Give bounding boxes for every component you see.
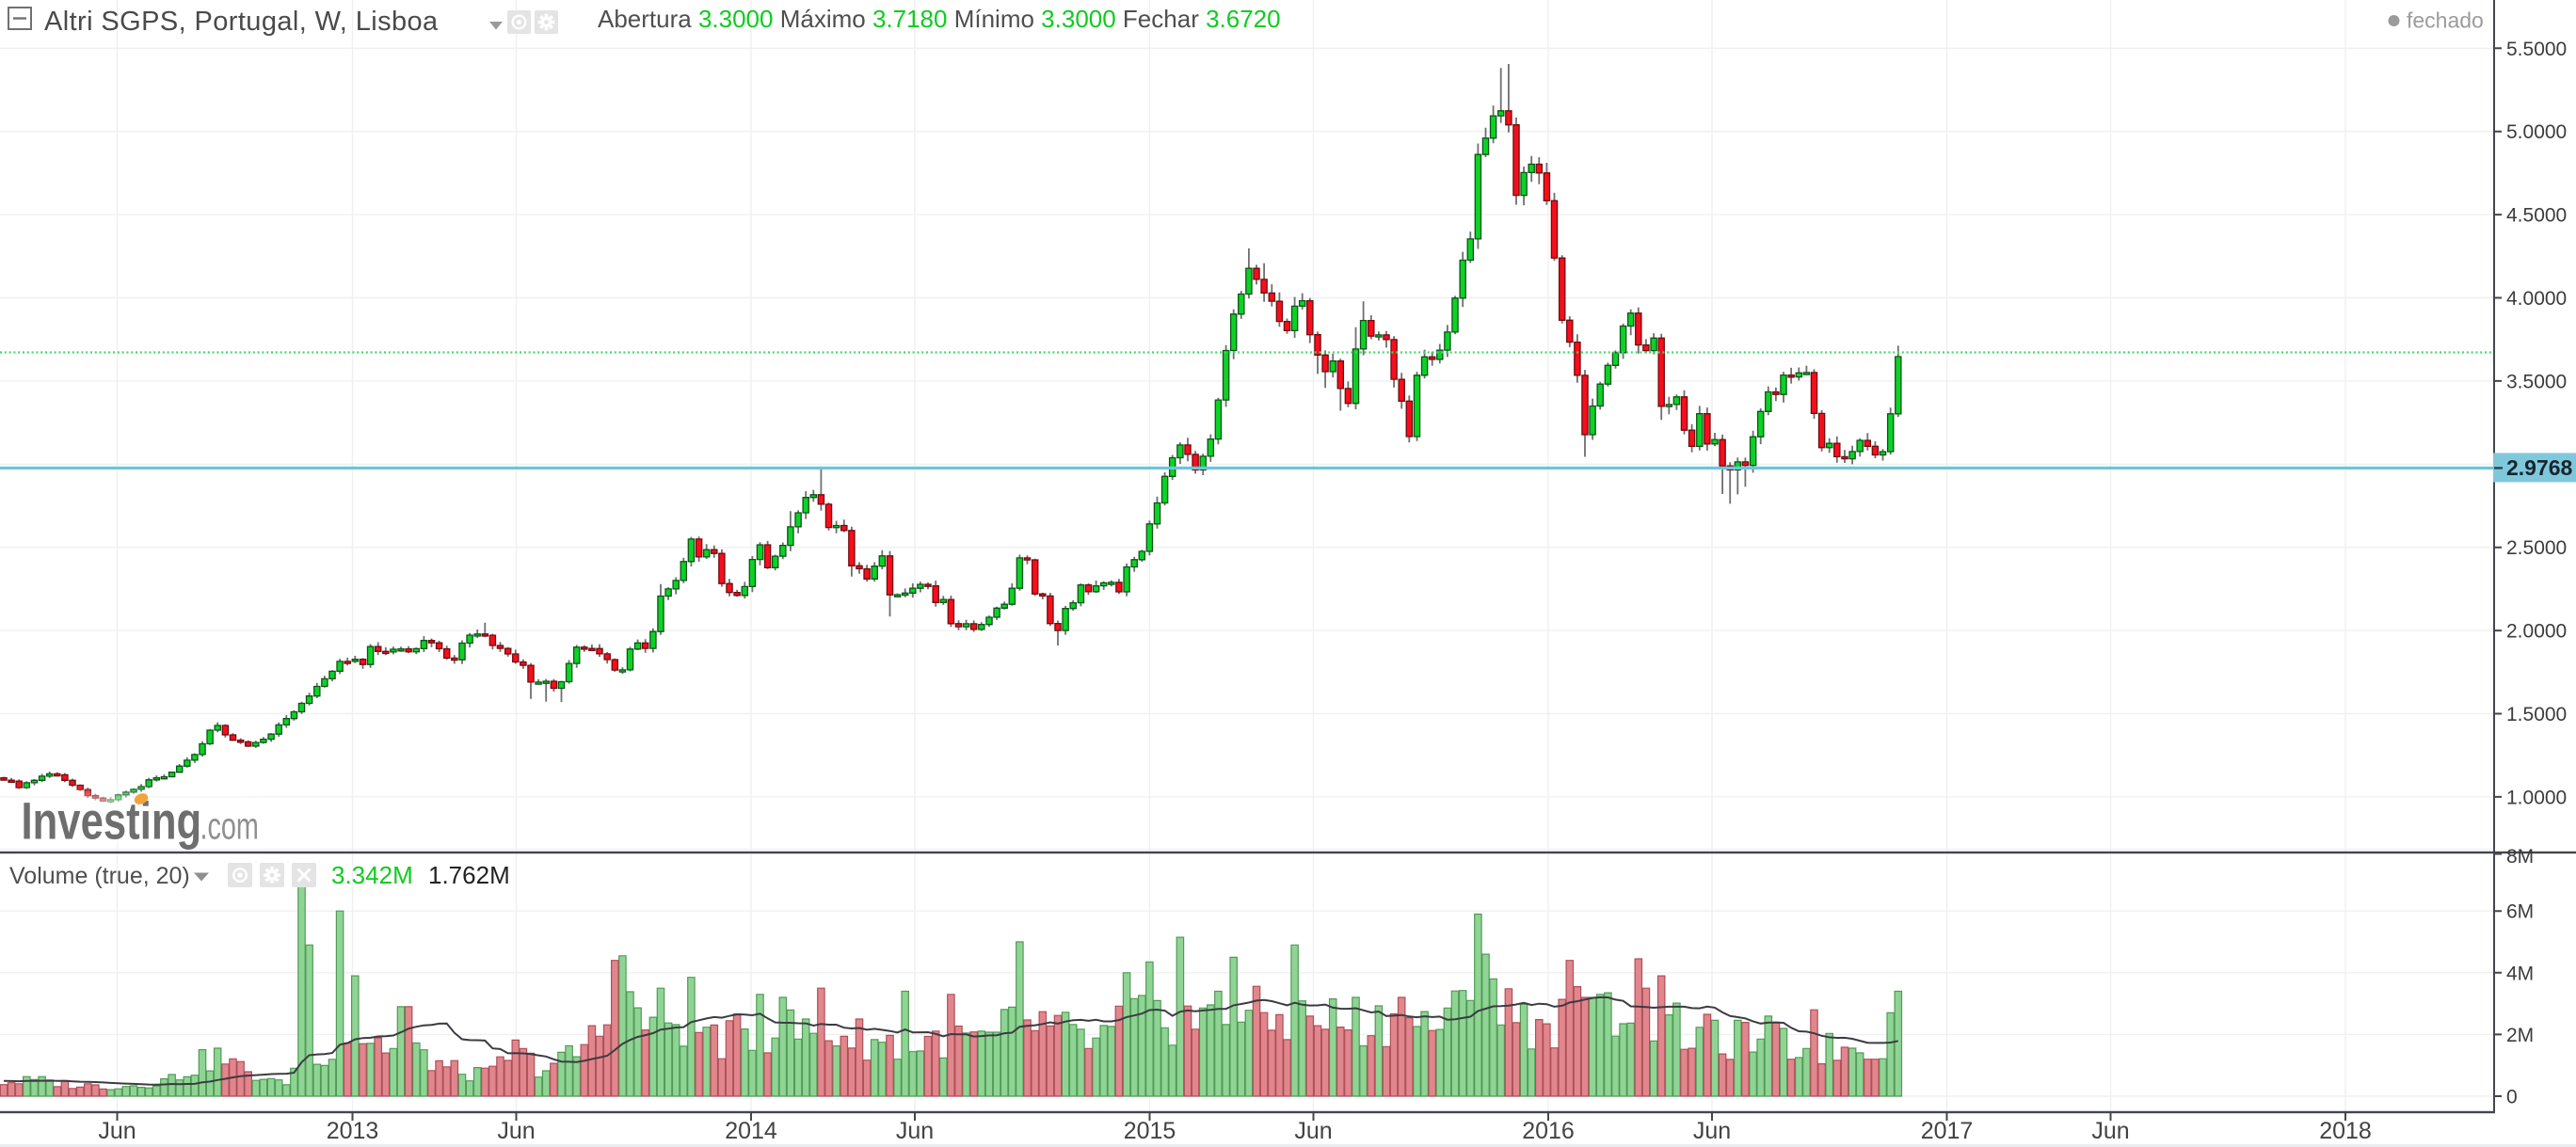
svg-text:3.5000: 3.5000 [2506,371,2567,392]
svg-text:2.9768: 2.9768 [2506,455,2573,480]
svg-text:1.0000: 1.0000 [2506,787,2567,808]
svg-text:2.5000: 2.5000 [2506,537,2567,559]
svg-text:2.0000: 2.0000 [2506,621,2567,643]
svg-text:Jun: Jun [1294,1118,1332,1144]
svg-text:1.762M: 1.762M [428,861,510,889]
svg-text:2018: 2018 [2319,1118,2372,1144]
svg-text:Jun: Jun [497,1118,535,1144]
svg-text:2016: 2016 [1522,1118,1575,1144]
svg-text:1.5000: 1.5000 [2506,704,2567,725]
svg-text:Volume (true, 20): Volume (true, 20) [9,863,190,889]
svg-text:Jun: Jun [2091,1118,2129,1144]
svg-text:4.5000: 4.5000 [2506,205,2567,227]
svg-text:Altri SGPS, Portugal, W, Lisbo: Altri SGPS, Portugal, W, Lisboa [44,7,439,37]
svg-text:Jun: Jun [896,1118,934,1144]
svg-text:fechado: fechado [2407,8,2484,33]
svg-text:3.342M: 3.342M [331,861,413,889]
svg-text:Investing: Investing [22,791,202,850]
svg-text:5.5000: 5.5000 [2506,39,2567,60]
svg-text:0: 0 [2506,1087,2518,1108]
svg-text:Abertura 3.3000 Máximo 3.7180: Abertura 3.3000 Máximo 3.7180 Mínimo 3.3… [598,5,1281,33]
svg-text:2M: 2M [2506,1025,2534,1046]
svg-text:8M: 8M [2506,846,2534,868]
svg-text:.com: .com [200,805,259,848]
svg-text:6M: 6M [2506,901,2534,923]
svg-text:Jun: Jun [1693,1118,1731,1144]
svg-text:2014: 2014 [725,1118,777,1144]
svg-text:Jun: Jun [98,1118,136,1144]
svg-text:5.0000: 5.0000 [2506,121,2567,143]
svg-text:2013: 2013 [327,1118,379,1144]
svg-text:4M: 4M [2506,963,2534,984]
svg-text:4.0000: 4.0000 [2506,288,2567,310]
svg-text:2017: 2017 [1921,1118,1974,1144]
svg-text:2015: 2015 [1124,1118,1176,1144]
